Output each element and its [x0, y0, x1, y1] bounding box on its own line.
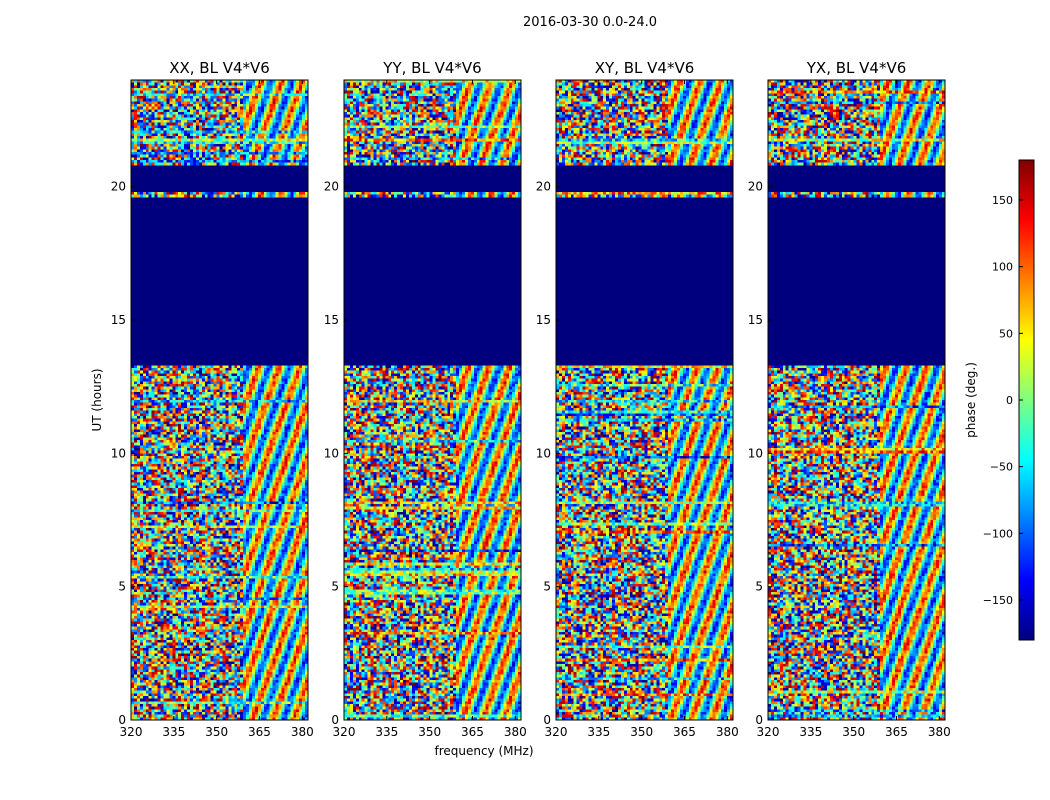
x-tick-label: 365 — [885, 725, 908, 739]
y-tick-label: 20 — [111, 180, 126, 194]
y-tick-label: 10 — [111, 446, 126, 460]
x-tick-label: 335 — [799, 725, 822, 739]
colorbar-tick-label: −100 — [983, 527, 1013, 540]
y-tick-label: 20 — [324, 180, 339, 194]
y-tick-label: 0 — [755, 713, 763, 727]
y-tick-label: 10 — [536, 446, 551, 460]
heatmap-image — [556, 80, 733, 720]
panel-title: YX, BL V4*V6 — [806, 59, 907, 77]
y-tick-label: 20 — [748, 180, 763, 194]
y-tick-label: 5 — [543, 580, 551, 594]
y-tick-label: 15 — [536, 313, 551, 327]
x-tick-label: 320 — [333, 725, 356, 739]
heatmap-image — [344, 80, 521, 720]
colorbar: 150 100 50 0 −50 −100 −150 — [983, 159, 1035, 641]
y-tick-label: 0 — [543, 713, 551, 727]
axes-frame — [767, 79, 946, 721]
y-tick-label: 15 — [748, 313, 763, 327]
x-tick-label: 335 — [162, 725, 185, 739]
x-tick-label: 320 — [120, 725, 143, 739]
y-tick-label: 0 — [118, 713, 126, 727]
colorbar-tick-label: 100 — [992, 261, 1013, 274]
y-tick-label: 5 — [331, 580, 339, 594]
panel-title: XY, BL V4*V6 — [595, 59, 695, 77]
panel-yy: YY, BL V4*V6 320 335 350 365 380 0 5 10 15 20 — [324, 59, 527, 739]
heatmap-image — [768, 80, 945, 720]
x-tick-label: 380 — [291, 725, 314, 739]
y-tick-label: 15 — [324, 313, 339, 327]
colorbar-tick-label: 0 — [1006, 394, 1013, 407]
x-axis-label: frequency (MHz) — [434, 744, 533, 758]
colorbar-label: phase (deg.) — [964, 362, 978, 438]
axes-frame — [343, 79, 522, 721]
x-tick-label: 350 — [205, 725, 228, 739]
panel-yx: YX, BL V4*V6 320 335 350 365 380 0 5 10 15 20 — [748, 59, 951, 739]
x-tick-label: 335 — [375, 725, 398, 739]
colorbar-tick-label: 150 — [992, 194, 1013, 207]
panel-title: YY, BL V4*V6 — [382, 59, 481, 77]
panel-xy: XY, BL V4*V6 320 335 350 365 380 0 5 10 15 20 — [536, 59, 739, 739]
x-tick-label: 350 — [842, 725, 865, 739]
x-tick-label: 350 — [630, 725, 653, 739]
x-tick-label: 380 — [716, 725, 739, 739]
y-tick-label: 10 — [324, 446, 339, 460]
x-tick-label: 380 — [504, 725, 527, 739]
y-tick-label: 15 — [111, 313, 126, 327]
y-tick-label: 10 — [748, 446, 763, 460]
figure-title: 2016-03-30 0.0-24.0 — [523, 15, 657, 30]
heatmap-image — [131, 80, 308, 720]
x-tick-label: 365 — [248, 725, 271, 739]
axes-frame — [130, 79, 309, 721]
y-tick-label: 5 — [118, 580, 126, 594]
y-tick-label: 20 — [536, 180, 551, 194]
x-tick-label: 335 — [587, 725, 610, 739]
colorbar-tick-label: −150 — [983, 594, 1013, 607]
x-tick-label: 365 — [461, 725, 484, 739]
panel-xx: XX, BL V4*V6 320 335 350 365 380 0 5 10 15 20 — [111, 59, 314, 739]
x-tick-label: 365 — [673, 725, 696, 739]
axes-frame — [555, 79, 734, 721]
colorbar-tick-label: −50 — [990, 461, 1013, 474]
x-tick-label: 320 — [757, 725, 780, 739]
y-tick-label: 0 — [331, 713, 339, 727]
x-tick-label: 320 — [545, 725, 568, 739]
y-tick-label: 5 — [755, 580, 763, 594]
panel-title: XX, BL V4*V6 — [169, 59, 270, 77]
colorbar-tick-label: 50 — [999, 327, 1013, 340]
y-axis-label: UT (hours) — [90, 368, 104, 431]
x-tick-label: 350 — [418, 725, 441, 739]
x-tick-label: 380 — [928, 725, 951, 739]
